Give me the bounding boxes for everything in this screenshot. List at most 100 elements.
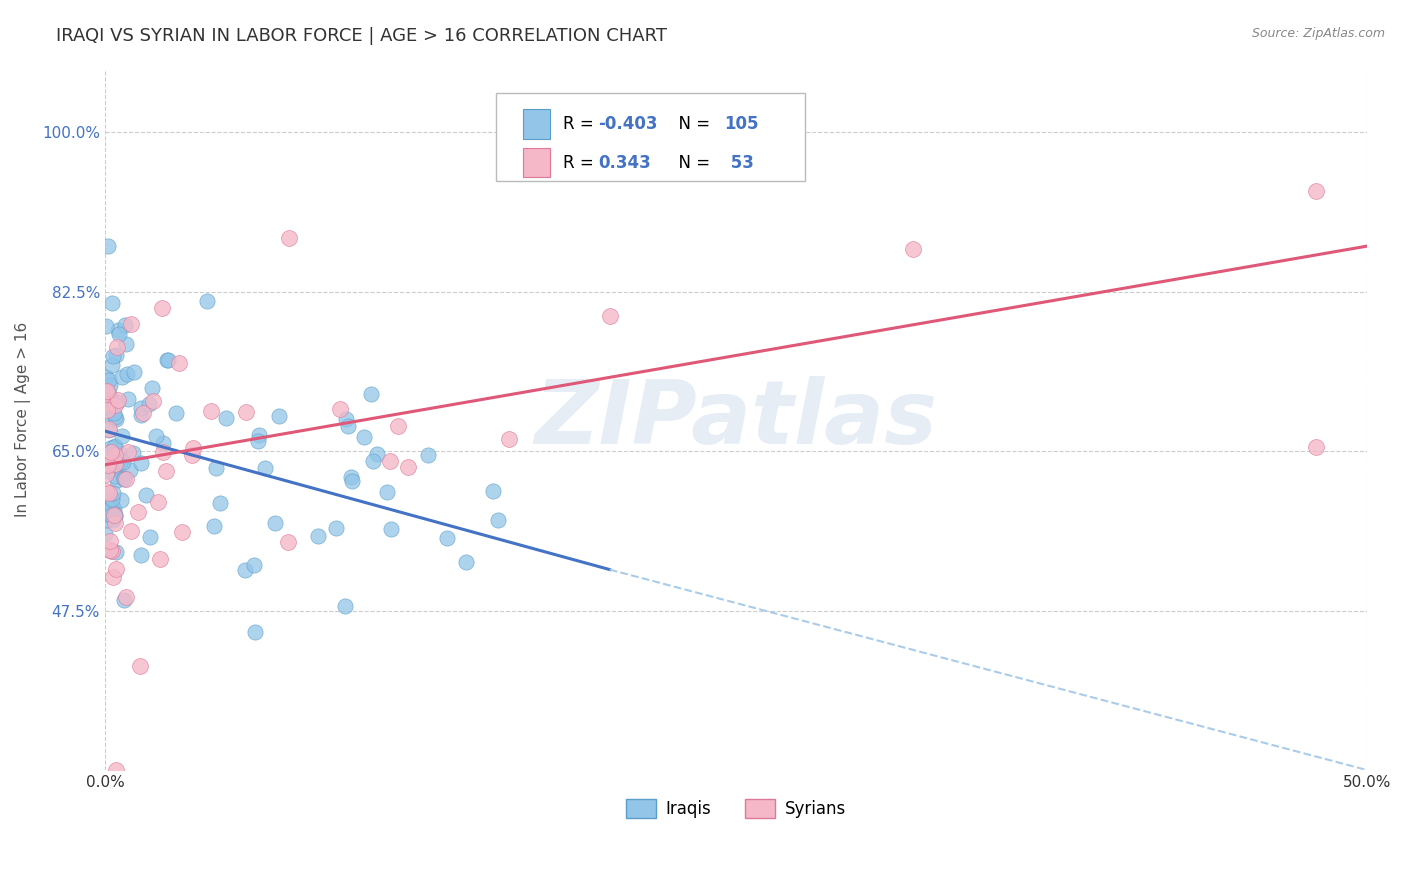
Point xyxy=(100,543,122,558)
Point xyxy=(103,440,125,454)
Text: -0.403: -0.403 xyxy=(599,115,658,133)
Point xyxy=(105,412,128,426)
Point xyxy=(269,409,291,423)
Point xyxy=(101,512,124,526)
Point xyxy=(380,454,402,468)
Point xyxy=(115,337,138,351)
Text: N =: N = xyxy=(668,153,716,171)
Point xyxy=(104,398,127,412)
Point xyxy=(329,402,352,417)
Point xyxy=(104,439,127,453)
Point xyxy=(96,370,118,384)
Point xyxy=(111,452,134,467)
Point xyxy=(325,521,347,535)
Point xyxy=(416,448,439,462)
Point xyxy=(104,348,127,362)
Point xyxy=(114,472,136,486)
Point xyxy=(152,435,174,450)
Point xyxy=(94,384,117,399)
Point xyxy=(127,505,149,519)
Point xyxy=(108,455,131,469)
Point xyxy=(132,407,155,421)
Point xyxy=(94,406,117,420)
Point xyxy=(114,591,136,605)
Point xyxy=(149,552,172,566)
Bar xyxy=(523,148,550,178)
Point xyxy=(97,423,120,437)
Point xyxy=(120,318,142,332)
Point xyxy=(375,485,398,500)
Point xyxy=(353,430,375,444)
Point xyxy=(200,404,222,418)
Point xyxy=(131,548,153,562)
Point xyxy=(247,434,270,449)
Legend: Iraqis, Syrians: Iraqis, Syrians xyxy=(619,792,852,825)
Point xyxy=(277,535,299,549)
Point xyxy=(209,496,232,510)
Point xyxy=(104,410,127,425)
Y-axis label: In Labor Force | Age > 16: In Labor Force | Age > 16 xyxy=(15,322,31,516)
Point xyxy=(101,509,124,524)
Point xyxy=(337,419,360,434)
Point xyxy=(114,318,136,333)
Point xyxy=(122,365,145,379)
Point xyxy=(278,231,301,245)
Point xyxy=(104,508,127,522)
Point xyxy=(335,412,357,426)
Point xyxy=(264,516,287,531)
Point xyxy=(366,447,388,461)
Point xyxy=(235,405,257,419)
Point xyxy=(1305,440,1327,454)
Point xyxy=(235,563,257,577)
Text: 105: 105 xyxy=(724,115,759,133)
Point xyxy=(96,384,118,398)
Point xyxy=(94,460,117,475)
Point xyxy=(97,374,120,388)
Point xyxy=(254,461,277,475)
Text: ZIPatlas: ZIPatlas xyxy=(534,376,938,463)
Point xyxy=(243,625,266,640)
Point xyxy=(129,658,152,673)
Point xyxy=(97,458,120,473)
Point xyxy=(1305,184,1327,198)
Bar xyxy=(523,109,550,138)
Point xyxy=(94,527,117,541)
Point xyxy=(97,239,120,253)
Point xyxy=(100,358,122,372)
Point xyxy=(138,397,160,411)
Point xyxy=(599,310,621,324)
Point xyxy=(387,419,409,434)
Point xyxy=(98,387,121,401)
Point xyxy=(131,408,153,422)
Point xyxy=(103,406,125,420)
Point xyxy=(101,295,124,310)
Text: Source: ZipAtlas.com: Source: ZipAtlas.com xyxy=(1251,27,1385,40)
Point xyxy=(104,516,127,530)
Point xyxy=(481,484,503,499)
Point xyxy=(118,462,141,476)
Point xyxy=(335,599,357,614)
Point xyxy=(214,411,236,425)
Point xyxy=(96,467,118,481)
Point xyxy=(307,529,329,543)
Point xyxy=(112,471,135,485)
Point xyxy=(139,530,162,544)
Point xyxy=(105,341,128,355)
Point xyxy=(134,488,156,502)
FancyBboxPatch shape xyxy=(496,93,806,181)
Point xyxy=(105,457,128,471)
Point xyxy=(108,446,131,460)
Point xyxy=(94,399,117,413)
Point xyxy=(195,294,218,309)
Point xyxy=(181,442,204,456)
Point xyxy=(380,522,402,536)
Point xyxy=(107,327,129,342)
Point xyxy=(165,406,187,420)
Point xyxy=(150,301,173,315)
Point xyxy=(110,492,132,507)
Point xyxy=(114,593,136,607)
Point xyxy=(96,491,118,506)
Point xyxy=(146,494,169,508)
Point xyxy=(363,454,385,468)
Point xyxy=(101,499,124,513)
